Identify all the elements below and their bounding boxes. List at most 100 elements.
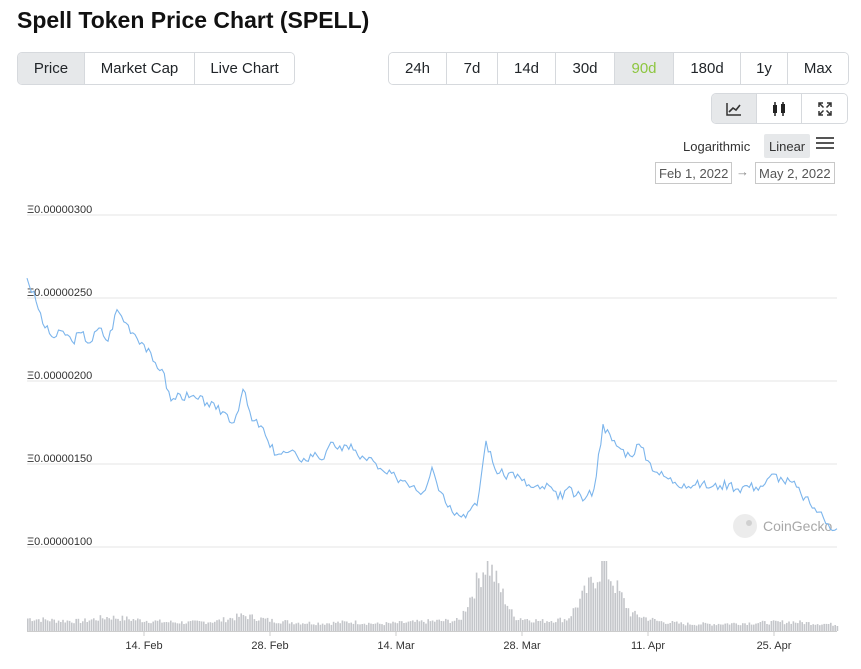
volume-bar [163,622,165,631]
volume-bar [623,598,625,631]
volume-bar [348,623,350,631]
volume-bar [398,621,401,631]
volume-bar [625,608,627,631]
volume-bar [607,579,610,631]
volume-bar [493,581,495,631]
price-chart[interactable]: Ξ0.00000300 Ξ0.00000250 Ξ0.00000200 Ξ0.0000… [0,190,861,669]
volume-bar [183,624,185,631]
volume-bar [827,624,830,631]
volume-bar [678,623,680,631]
volume-bar [352,623,355,631]
date-to-input[interactable]: May 2, 2022 [755,162,835,184]
volume-bar [669,623,671,631]
volume-bar [484,574,487,631]
volume-bar [137,618,139,631]
volume-bar [570,616,572,631]
y-tick-label: Ξ0.00000150 [27,453,92,465]
volume-bar [306,623,308,631]
volume-bar [414,621,416,631]
volume-bar [676,621,678,631]
range-max[interactable]: Max [788,53,848,84]
volume-bar [599,581,601,631]
volume-bar [766,624,768,631]
volume-bar [759,622,762,631]
volume-bar [526,619,528,631]
volume-bar [733,622,735,631]
volume-bar [209,622,212,631]
volume-bar [713,624,715,631]
volume-bar [748,622,751,631]
tab-market-cap[interactable]: Market Cap [85,53,195,84]
volume-bar [566,620,568,631]
line-chart-button[interactable] [712,94,757,123]
volume-bar [35,619,38,631]
volume-bar [293,624,295,631]
volume-bar [434,621,436,631]
volume-bar [596,582,599,631]
volume-bar [469,597,471,631]
tab-price[interactable]: Price [18,53,85,84]
volume-bar [797,623,799,631]
candlestick-icon [773,101,785,116]
volume-bar [315,625,317,631]
volume-bar [550,621,553,631]
volume-bar [350,622,352,631]
tab-live-chart[interactable]: Live Chart [195,53,294,84]
volume-bar [803,624,806,631]
volume-bar [357,624,359,631]
range-90d[interactable]: 90d [615,53,674,84]
volume-bar [431,620,434,631]
hamburger-menu-icon[interactable] [816,137,834,151]
volume-bar [799,620,801,631]
range-180d[interactable]: 180d [674,53,741,84]
volume-bar [242,615,245,631]
volume-bar [489,575,491,631]
volume-bar [53,619,55,631]
volume-bar [165,622,168,631]
volume-bar [167,622,170,631]
volume-bar [634,610,636,631]
volume-bar [482,572,484,631]
volume-bar [519,618,522,631]
volume-bar [495,570,498,631]
volume-bar [370,623,372,631]
scale-linear[interactable]: Linear [764,134,811,158]
volume-bar [392,621,394,631]
volume-bar [698,624,700,631]
volume-bar [691,624,693,631]
volume-bar [170,620,172,631]
volume-bar [636,614,638,631]
volume-bar [744,623,746,631]
volume-bar [594,588,597,631]
volume-bars [27,561,839,631]
volume-bar [577,607,579,631]
volume-bar [277,623,280,631]
volume-bar [90,619,93,631]
volume-bar [134,620,137,631]
range-7d[interactable]: 7d [447,53,498,84]
volume-bar [654,619,656,631]
volume-bar [46,620,49,631]
volume-bar [726,623,729,631]
volume-bar [49,621,51,631]
range-24h[interactable]: 24h [389,53,447,84]
volume-bar [427,619,429,631]
volume-bar [832,625,834,631]
volume-bar [825,623,828,631]
volume-bar [196,620,198,631]
volume-bar [214,621,216,631]
volume-bar [786,622,788,631]
volume-bar [79,623,82,631]
date-from-input[interactable]: Feb 1, 2022 [655,162,733,184]
volume-bar [106,617,108,631]
volume-bar [735,623,737,631]
grid-lines [27,214,837,632]
range-14d[interactable]: 14d [498,53,556,84]
volume-bar [207,622,209,631]
range-1y[interactable]: 1y [741,53,788,84]
volume-bar [77,618,80,631]
scale-logarithmic[interactable]: Logarithmic [683,138,751,154]
fullscreen-button[interactable] [802,94,847,123]
range-30d[interactable]: 30d [556,53,615,84]
candlestick-button[interactable] [757,94,802,123]
